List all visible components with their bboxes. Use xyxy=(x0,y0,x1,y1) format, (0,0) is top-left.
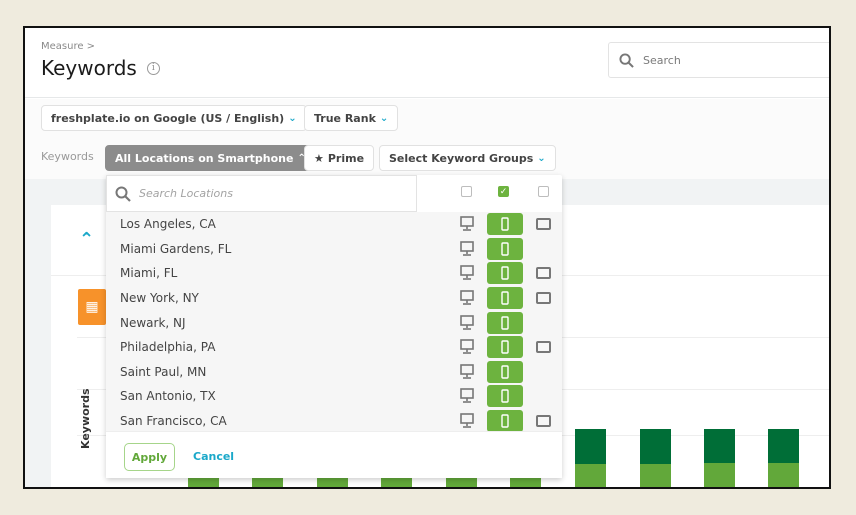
location-name: New York, NY xyxy=(120,291,199,306)
smartphone-icon xyxy=(501,414,509,428)
prime-label: Prime xyxy=(327,151,365,165)
location-row: Philadelphia, PA xyxy=(106,335,562,360)
smartphone-toggle[interactable] xyxy=(487,336,523,359)
keyword-groups-selector[interactable]: Select Keyword Groups ⌄ xyxy=(379,145,556,171)
tablet-icon[interactable] xyxy=(536,415,551,428)
breadcrumb[interactable]: Measure > xyxy=(41,41,96,52)
smartphone-toggle[interactable] xyxy=(487,213,523,236)
rank-selector[interactable]: True Rank ⌄ xyxy=(304,105,399,131)
location-name: Miami Gardens, FL xyxy=(120,241,232,256)
smartphone-all-checkbox[interactable]: ✓ xyxy=(498,186,509,197)
desktop-icon[interactable] xyxy=(460,364,474,380)
location-search-input[interactable]: Search Locations xyxy=(106,175,417,212)
chevron-up-icon: ⌃ xyxy=(297,152,306,164)
location-row: San Antonio, TX xyxy=(106,384,562,409)
apply-button[interactable]: Apply xyxy=(124,443,175,471)
desktop-icon[interactable] xyxy=(460,413,474,429)
smartphone-icon xyxy=(501,389,509,404)
location-name: Philadelphia, PA xyxy=(120,340,216,355)
location-name: San Antonio, TX xyxy=(120,389,216,404)
location-name: Newark, NJ xyxy=(120,315,186,330)
tablet-icon[interactable] xyxy=(536,267,551,280)
location-list: Los Angeles, CA Miami Gardens, FL Miami,… xyxy=(106,212,562,431)
collapse-chevron-icon[interactable]: ⌃ xyxy=(79,229,95,250)
desktop-icon[interactable] xyxy=(460,339,474,355)
location-name: Saint Paul, MN xyxy=(120,364,207,379)
search-icon xyxy=(115,186,131,202)
y-axis-label: Keywords xyxy=(79,388,92,449)
chart-bar xyxy=(575,429,606,487)
dropdown-footer: Apply Cancel xyxy=(106,431,562,478)
desktop-icon[interactable] xyxy=(460,290,474,306)
info-icon[interactable]: i xyxy=(146,61,160,75)
tablet-icon[interactable] xyxy=(536,341,551,354)
location-dropdown: Search Locations ✓ Los Angeles, CA Miami… xyxy=(106,175,562,478)
location-selector[interactable]: All Locations on Smartphone ⌃ xyxy=(105,145,316,171)
location-name: Los Angeles, CA xyxy=(120,217,216,232)
smartphone-toggle[interactable] xyxy=(487,311,523,334)
location-row: San Francisco, CA xyxy=(106,409,562,431)
chevron-down-icon: ⌄ xyxy=(379,112,389,124)
search-placeholder: Search xyxy=(643,53,681,67)
keyword-groups-label: Select Keyword Groups xyxy=(389,151,534,165)
chart-bar xyxy=(768,429,799,487)
smartphone-icon xyxy=(501,340,509,354)
location-row: Los Angeles, CA xyxy=(106,212,562,237)
chevron-down-icon: ⌄ xyxy=(288,112,297,124)
grid-icon[interactable]: ▦ xyxy=(78,289,106,325)
keywords-label: Keywords xyxy=(41,150,94,163)
page-title-text: Keywords xyxy=(41,56,137,80)
page-title: Keywords i xyxy=(41,56,160,80)
smartphone-icon xyxy=(501,291,509,305)
location-search-placeholder: Search Locations xyxy=(139,187,233,200)
desktop-icon[interactable] xyxy=(460,241,474,257)
location-row: Miami, FL xyxy=(106,261,562,286)
app-window: Measure > Keywords i Search freshplate.i… xyxy=(23,26,831,489)
smartphone-icon xyxy=(501,315,509,330)
location-row: Newark, NJ xyxy=(106,310,562,335)
chevron-down-icon: ⌄ xyxy=(537,152,546,164)
desktop-all-checkbox[interactable] xyxy=(461,186,472,197)
location-name: San Francisco, CA xyxy=(120,414,227,429)
search-icon xyxy=(619,52,634,68)
location-name: Miami, FL xyxy=(120,266,178,281)
tablet-icon[interactable] xyxy=(536,218,551,231)
desktop-icon[interactable] xyxy=(460,388,474,404)
smartphone-toggle[interactable] xyxy=(487,385,523,408)
page-header: Measure > Keywords i Search xyxy=(25,28,829,98)
smartphone-toggle[interactable] xyxy=(487,360,523,383)
tablet-icon[interactable] xyxy=(536,292,551,305)
smartphone-icon xyxy=(501,217,509,231)
prime-button[interactable]: ★ Prime xyxy=(304,145,375,171)
smartphone-icon xyxy=(501,365,509,379)
site-selector[interactable]: freshplate.io on Google (US / English) ⌄ xyxy=(41,105,307,131)
tablet-all-checkbox[interactable] xyxy=(538,186,549,197)
location-row: Miami Gardens, FL xyxy=(106,237,562,262)
rank-selector-label: True Rank xyxy=(314,111,376,125)
location-row: Saint Paul, MN xyxy=(106,360,562,385)
smartphone-icon xyxy=(501,242,509,256)
location-selector-label: All Locations on Smartphone xyxy=(115,151,294,165)
smartphone-icon xyxy=(501,266,509,281)
search-input[interactable]: Search xyxy=(608,42,829,78)
smartphone-toggle[interactable] xyxy=(487,237,523,260)
desktop-icon[interactable] xyxy=(460,265,474,281)
chart-bar xyxy=(704,429,735,487)
smartphone-toggle[interactable] xyxy=(487,262,523,285)
desktop-icon[interactable] xyxy=(460,216,474,232)
location-row: New York, NY xyxy=(106,286,562,311)
cancel-button[interactable]: Cancel xyxy=(193,450,235,463)
chart-bar xyxy=(640,429,671,487)
site-selector-label: freshplate.io on Google (US / English) xyxy=(51,111,285,125)
smartphone-toggle[interactable] xyxy=(487,287,523,310)
smartphone-toggle[interactable] xyxy=(487,410,523,431)
star-icon: ★ xyxy=(314,151,324,165)
desktop-icon[interactable] xyxy=(460,314,474,331)
